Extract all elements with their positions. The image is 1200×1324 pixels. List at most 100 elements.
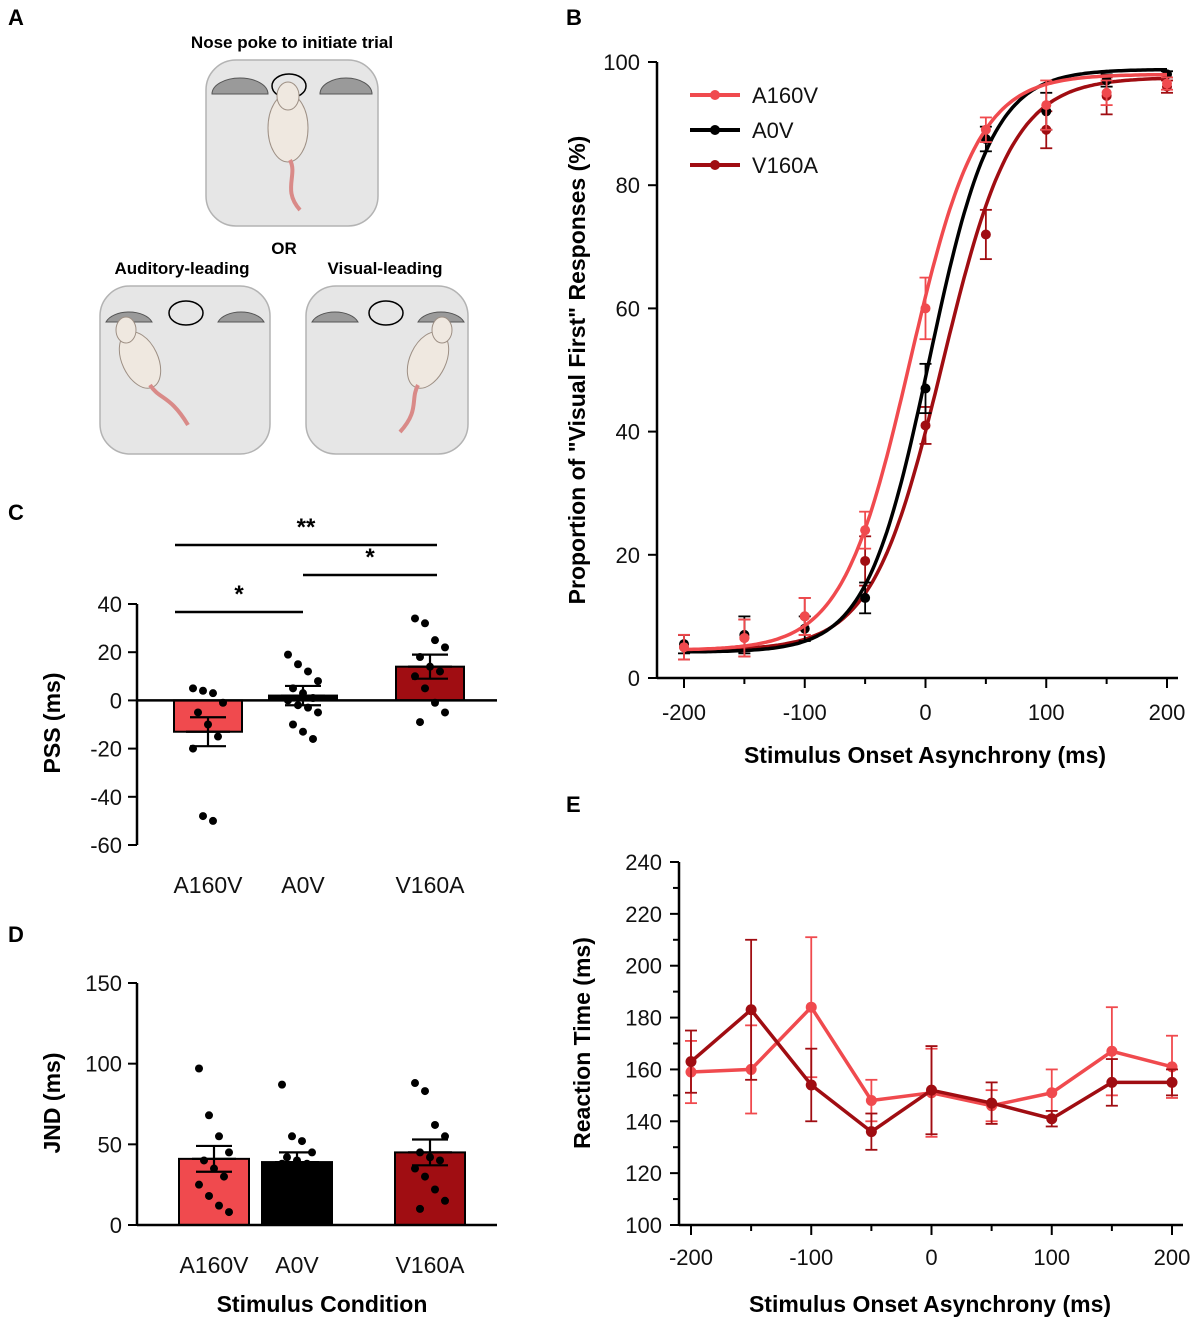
y-tick-label: 0	[628, 666, 640, 691]
panel-letter-d: D	[8, 922, 24, 947]
data-point-v160a	[1046, 1113, 1058, 1125]
x-tick-label: 0	[919, 700, 931, 725]
data-point-a160v	[1046, 1087, 1058, 1099]
individual-point	[436, 1156, 444, 1165]
individual-point	[209, 816, 217, 825]
panel-letter-a: A	[8, 5, 24, 30]
left-port	[211, 77, 269, 95]
individual-point	[431, 1120, 439, 1129]
individual-point	[293, 1156, 301, 1165]
individual-point	[421, 1087, 429, 1096]
individual-point	[411, 1079, 419, 1088]
or-label: OR	[271, 239, 297, 258]
y-tick-label: 100	[625, 1213, 662, 1238]
panel-d-xlabel: Stimulus Condition	[217, 1291, 428, 1317]
individual-point	[294, 660, 302, 669]
individual-point	[225, 1148, 233, 1157]
data-point-a160v	[1101, 87, 1112, 98]
y-tick-label: 220	[625, 902, 662, 927]
individual-point	[278, 1080, 286, 1089]
individual-point	[220, 1172, 228, 1181]
individual-point	[436, 667, 444, 676]
significance-label: **	[297, 514, 316, 541]
individual-point	[421, 619, 429, 628]
individual-point	[294, 701, 302, 710]
x-tick-label: 200	[1149, 700, 1186, 725]
individual-point	[314, 708, 322, 717]
data-point-v160a	[805, 1079, 817, 1091]
individual-point	[426, 1153, 434, 1162]
individual-point	[431, 636, 439, 645]
auditory-arena-box	[99, 285, 271, 455]
individual-point	[288, 1162, 296, 1171]
individual-point	[289, 684, 297, 693]
significance-label: *	[365, 544, 375, 571]
data-point-a160v	[1041, 100, 1052, 111]
y-tick-label: 80	[616, 173, 640, 198]
y-tick-label: 100	[85, 1052, 122, 1077]
rat-icon	[115, 316, 190, 427]
individual-point	[189, 744, 197, 753]
individual-point	[289, 720, 297, 729]
data-point-a160v	[865, 1095, 877, 1107]
legend-label-a0v: A0V	[752, 118, 794, 143]
visual-arena-box	[305, 285, 469, 455]
individual-point	[314, 677, 322, 686]
individual-point	[421, 684, 429, 693]
panel-b-chart: Proportion of "Visual First" Responses (…	[564, 50, 1185, 768]
individual-point	[214, 732, 222, 741]
x-category-label: A160V	[173, 872, 243, 898]
individual-point	[431, 1185, 439, 1194]
data-point-v160a	[860, 555, 871, 566]
individual-point	[225, 1208, 233, 1217]
individual-point	[189, 684, 197, 693]
individual-point	[194, 708, 202, 717]
y-tick-label: -60	[90, 833, 122, 858]
y-tick-label: 120	[625, 1161, 662, 1186]
x-tick-label: 200	[1154, 1245, 1191, 1270]
individual-point	[210, 1164, 218, 1173]
auditory-leading-title: Auditory-leading	[114, 259, 249, 278]
x-tick-label: -200	[669, 1245, 713, 1270]
individual-point	[278, 1159, 286, 1168]
y-tick-label: -20	[90, 737, 122, 762]
legend-label-v160a: V160A	[752, 153, 818, 178]
panel-d-ylabel: JND (ms)	[39, 1053, 65, 1154]
y-tick-label: 180	[625, 1006, 662, 1031]
data-point-a160v	[1162, 78, 1172, 89]
x-category-label: A0V	[281, 872, 325, 898]
data-point-a160v	[805, 1001, 817, 1013]
panel-a-schematic: Nose poke to initiate trial OR Auditory-…	[99, 33, 469, 455]
individual-point	[441, 1132, 449, 1141]
rat-icon	[398, 316, 453, 434]
x-category-label: A0V	[275, 1252, 319, 1278]
right-port	[319, 77, 373, 95]
data-point-v160a	[1106, 1076, 1118, 1088]
nose-poke-title: Nose poke to initiate trial	[191, 33, 393, 52]
y-tick-label: 20	[616, 543, 640, 568]
x-tick-label: -100	[783, 700, 827, 725]
panel-letter-e: E	[566, 792, 581, 817]
y-tick-label: 0	[110, 1213, 122, 1238]
individual-point	[416, 653, 424, 662]
data-point-v160a	[986, 1097, 998, 1109]
x-category-label: V160A	[395, 1252, 465, 1278]
individual-point	[309, 734, 317, 743]
legend-marker-a0v	[710, 125, 720, 135]
y-tick-label: 20	[98, 640, 122, 665]
individual-point	[199, 812, 207, 821]
individual-point	[411, 1164, 419, 1173]
rat-icon	[267, 81, 309, 212]
panel-e-chart: Reaction Time (ms) Stimulus Onset Asynch…	[569, 850, 1190, 1317]
individual-point	[411, 614, 419, 623]
data-point-a160v	[1106, 1045, 1118, 1057]
individual-point	[416, 718, 424, 727]
panel-d-chart: JND (ms) Stimulus Condition 0 50 100 150 A16…	[39, 971, 497, 1317]
data-point-v160a	[865, 1126, 877, 1138]
visual-leading-title: Visual-leading	[328, 259, 443, 278]
data-point-a0v	[920, 383, 931, 394]
individual-point	[284, 650, 292, 659]
data-point-a160v	[980, 124, 991, 135]
